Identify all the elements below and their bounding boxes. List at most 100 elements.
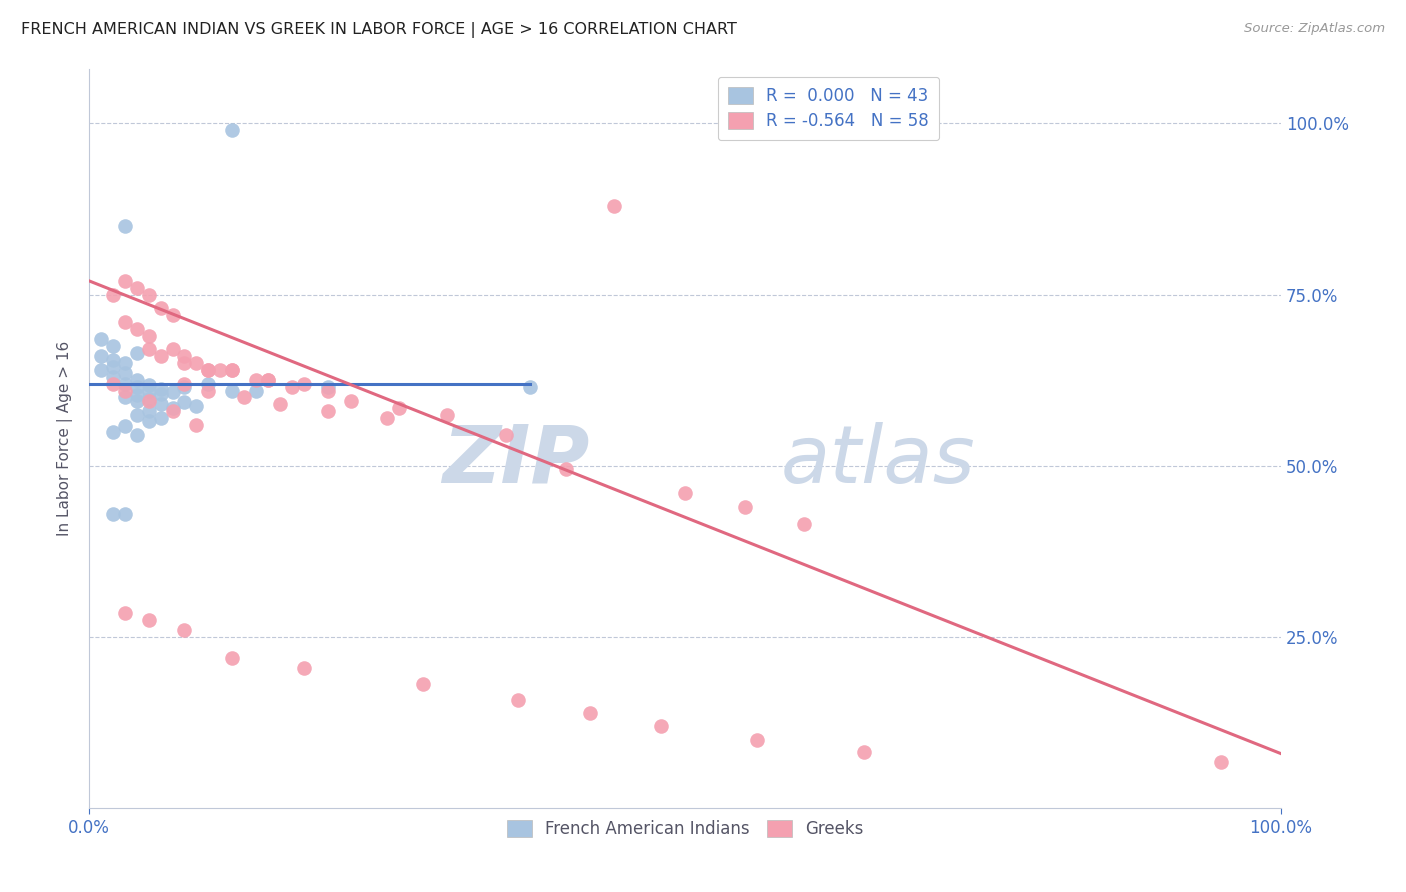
Point: [316, 404, 339, 418]
Y-axis label: In Labor Force | Age > 16: In Labor Force | Age > 16: [58, 341, 73, 536]
Point: [162, 343, 184, 357]
Point: [209, 363, 232, 377]
Point: [114, 384, 136, 398]
Point: [149, 397, 172, 411]
Point: [101, 507, 124, 521]
Point: [388, 401, 411, 415]
Text: atlas: atlas: [780, 422, 976, 500]
Point: [436, 408, 458, 422]
Point: [114, 390, 136, 404]
Point: [125, 408, 148, 422]
Point: [114, 315, 136, 329]
Point: [173, 349, 195, 363]
Point: [197, 376, 219, 391]
Point: [1211, 755, 1233, 769]
Point: [101, 339, 124, 353]
Point: [495, 428, 517, 442]
Point: [852, 745, 875, 759]
Point: [149, 301, 172, 316]
Point: [125, 388, 148, 402]
Point: [245, 373, 267, 387]
Text: Source: ZipAtlas.com: Source: ZipAtlas.com: [1244, 22, 1385, 36]
Point: [292, 376, 315, 391]
Point: [173, 380, 195, 394]
Point: [101, 352, 124, 367]
Point: [233, 390, 256, 404]
Point: [90, 363, 112, 377]
Point: [508, 693, 530, 707]
Point: [257, 373, 280, 387]
Point: [734, 500, 756, 514]
Point: [114, 419, 136, 434]
Point: [149, 382, 172, 396]
Point: [281, 380, 304, 394]
Point: [114, 219, 136, 233]
Point: [114, 376, 136, 391]
Point: [162, 308, 184, 322]
Legend: French American Indians, Greeks: French American Indians, Greeks: [501, 813, 870, 845]
Point: [197, 384, 219, 398]
Point: [101, 376, 124, 391]
Point: [340, 393, 363, 408]
Point: [173, 356, 195, 370]
Point: [114, 367, 136, 381]
Point: [793, 517, 815, 532]
Point: [114, 274, 136, 288]
Point: [673, 486, 696, 500]
Point: [221, 650, 243, 665]
Point: [221, 123, 243, 137]
Point: [101, 287, 124, 301]
Point: [269, 397, 291, 411]
Point: [114, 606, 136, 620]
Point: [197, 363, 219, 377]
Point: [745, 733, 768, 747]
Point: [101, 425, 124, 439]
Point: [101, 359, 124, 374]
Point: [245, 384, 267, 398]
Point: [125, 393, 148, 408]
Point: [138, 378, 160, 392]
Point: [90, 349, 112, 363]
Point: [650, 719, 672, 733]
Point: [316, 384, 339, 398]
Point: [412, 677, 434, 691]
Text: FRENCH AMERICAN INDIAN VS GREEK IN LABOR FORCE | AGE > 16 CORRELATION CHART: FRENCH AMERICAN INDIAN VS GREEK IN LABOR…: [21, 22, 737, 38]
Point: [197, 363, 219, 377]
Point: [138, 393, 160, 408]
Point: [375, 411, 398, 425]
Text: ZIP: ZIP: [443, 422, 589, 500]
Point: [186, 417, 208, 432]
Point: [138, 404, 160, 418]
Point: [101, 369, 124, 384]
Point: [125, 281, 148, 295]
Point: [578, 706, 600, 720]
Point: [186, 399, 208, 413]
Point: [173, 395, 195, 409]
Point: [257, 373, 280, 387]
Point: [114, 356, 136, 370]
Point: [149, 411, 172, 425]
Point: [138, 287, 160, 301]
Point: [138, 384, 160, 398]
Point: [173, 376, 195, 391]
Point: [554, 462, 576, 476]
Point: [173, 624, 195, 638]
Point: [316, 380, 339, 394]
Point: [125, 373, 148, 387]
Point: [186, 356, 208, 370]
Point: [292, 661, 315, 675]
Point: [90, 332, 112, 346]
Point: [138, 392, 160, 406]
Point: [162, 404, 184, 418]
Point: [162, 384, 184, 399]
Point: [125, 346, 148, 360]
Point: [221, 384, 243, 398]
Point: [221, 363, 243, 377]
Point: [125, 380, 148, 394]
Point: [138, 414, 160, 428]
Point: [149, 349, 172, 363]
Point: [602, 198, 624, 212]
Point: [162, 401, 184, 415]
Point: [125, 428, 148, 442]
Point: [138, 343, 160, 357]
